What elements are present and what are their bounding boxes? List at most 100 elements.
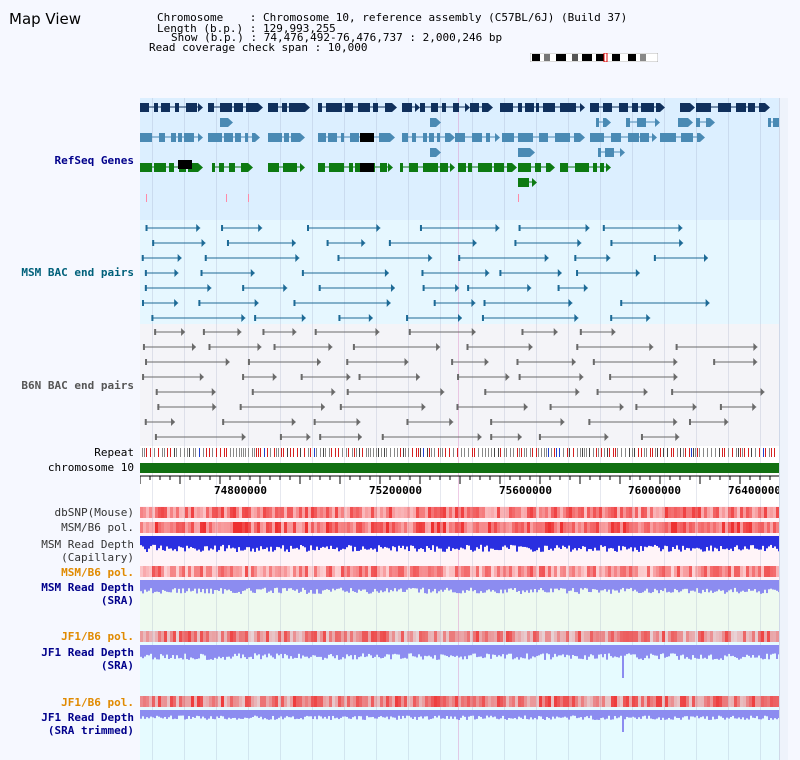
msm-pol-sra-cell	[251, 566, 254, 577]
msm-depth-capillary-bar	[222, 536, 224, 545]
repeat-mark	[354, 448, 355, 457]
msm-pol-sra-cell	[320, 566, 323, 577]
jf1-depth-trimmed-bar	[608, 710, 610, 716]
repeat-mark	[224, 448, 225, 457]
track-label-dbsnp[interactable]: dbSNP(Mouse)	[54, 506, 134, 519]
jf1-pol-trimmed-cell	[209, 696, 212, 707]
track-label-msm-pol[interactable]: MSM/B6 pol.	[61, 521, 134, 534]
gene-exon	[437, 133, 440, 142]
jf1-pol-cell	[473, 631, 476, 642]
jf1-pol-cell	[656, 631, 659, 642]
jf1-depth-sra-bar	[632, 645, 634, 655]
jf1-depth-sra-bar	[422, 645, 424, 660]
jf1-depth-trimmed-bar	[428, 710, 430, 720]
dbsnp-cell	[485, 507, 488, 518]
jf1-depth-trimmed-bar	[404, 710, 406, 719]
msm-depth-capillary-bar	[730, 536, 732, 549]
jf1-depth-sra-bar	[238, 645, 240, 654]
jf1-depth-trimmed-bar	[438, 710, 440, 716]
jf1-depth-trimmed-bar	[202, 710, 204, 717]
jf1-depth-trimmed-bar	[352, 710, 354, 718]
gene-exon	[445, 133, 450, 142]
repeat-mark	[206, 448, 207, 457]
dbsnp-cell	[572, 507, 575, 518]
jf1-depth-trimmed-bar	[658, 710, 660, 718]
dbsnp-cell	[506, 507, 509, 518]
msm-depth-sra-bar	[216, 580, 218, 591]
jf1-depth-trimmed-bar	[720, 710, 722, 717]
msm-depth-capillary-bar	[412, 536, 414, 546]
gene-exon	[345, 103, 353, 112]
repeat-mark	[256, 448, 257, 457]
track-label-msm-pol-sra[interactable]: MSM/B6 pol.	[61, 566, 134, 579]
jf1-pol-cell	[581, 631, 584, 642]
jf1-depth-sra-bar	[260, 645, 262, 660]
track-label-jf1-depth-trimmed[interactable]: JF1 Read Depth (SRA trimmed)	[41, 711, 134, 737]
b6n-bac-pair-end	[592, 359, 595, 365]
jf1-depth-trimmed-bar	[606, 710, 608, 719]
chromosome-ideogram[interactable]	[530, 53, 658, 62]
jf1-depth-sra-bar	[476, 645, 478, 658]
jf1-pol-cell	[269, 631, 272, 642]
msm-depth-capillary-bar	[676, 536, 678, 546]
dbsnp-cell	[440, 507, 443, 518]
track-label-repeat[interactable]: Repeat	[94, 446, 134, 459]
msm-depth-sra-bar	[340, 580, 342, 588]
jf1-depth-sra-bar	[344, 645, 346, 659]
msm-pol-sra-cell	[698, 566, 701, 577]
track-label-jf1-pol[interactable]: JF1/B6 pol.	[61, 630, 134, 643]
jf1-pol-trimmed-cell	[350, 696, 353, 707]
msm-pol-sra-cell	[572, 566, 575, 577]
jf1-pol-cell	[176, 631, 179, 642]
jf1-depth-sra-bar	[354, 645, 356, 655]
track-label-msm-depth-capillary[interactable]: MSM Read Depth (Capillary)	[41, 538, 134, 564]
genome-browser-plot[interactable]: 74800000 75200000 75600000 76000000 7640…	[140, 98, 781, 760]
msm-pol-sra-cell	[647, 566, 650, 577]
track-label-jf1-pol-trimmed[interactable]: JF1/B6 pol.	[61, 696, 134, 709]
track-label-b6n-bac[interactable]: B6N BAC end pairs	[21, 379, 134, 392]
msm-depth-capillary-bar	[578, 536, 580, 549]
track-label-msm-depth-sra[interactable]: MSM Read Depth (SRA)	[41, 581, 134, 607]
vertical-scrollbar[interactable]	[779, 98, 788, 760]
jf1-depth-trimmed-bar	[520, 710, 522, 718]
track-label-refseq[interactable]: RefSeq Genes	[54, 154, 134, 167]
msm-pol-sra-cell	[545, 566, 548, 577]
msm-depth-sra-bar	[762, 580, 764, 594]
b6n-bac-pair-arrow	[477, 433, 482, 441]
msm-pol-sra-cell	[611, 566, 614, 577]
track-label-msm-bac[interactable]: MSM BAC end pairs	[21, 266, 134, 279]
repeat-mark	[260, 448, 261, 457]
gene-strand-arrow	[436, 118, 441, 127]
jf1-depth-sra-bar	[592, 645, 594, 656]
msm-pol-cell	[761, 522, 764, 533]
jf1-pol-cell	[218, 631, 221, 642]
jf1-depth-sra-bar	[666, 645, 668, 657]
jf1-pol-trimmed-cell	[281, 696, 284, 707]
jf1-pol-cell	[635, 631, 638, 642]
msm-pol-sra-cell	[335, 566, 338, 577]
jf1-depth-sra-bar	[318, 645, 320, 657]
msm-depth-sra-bar	[316, 580, 318, 590]
msm-pol-sra-cell	[764, 566, 767, 577]
msm-depth-sra-bar	[726, 580, 728, 593]
jf1-depth-trimmed-bar	[430, 710, 432, 719]
msm-pol-sra-cell	[692, 566, 695, 577]
msm-pol-cell	[443, 522, 446, 533]
msm-depth-capillary-bar	[522, 536, 524, 547]
msm-depth-capillary-bar	[650, 536, 652, 547]
b6n-bac-pair-arrow	[306, 433, 311, 441]
msm-depth-capillary-bar	[484, 536, 486, 547]
jf1-depth-trimmed-bar	[698, 710, 700, 719]
repeat-mark	[634, 448, 635, 457]
gene-marker	[146, 194, 147, 202]
msm-pol-sra-cell	[155, 566, 158, 577]
track-label-jf1-depth-sra[interactable]: JF1 Read Depth (SRA)	[41, 646, 134, 672]
track-label-chromosome[interactable]: chromosome 10	[47, 461, 134, 474]
dbsnp-cell	[602, 507, 605, 518]
jf1-depth-trimmed-bar	[388, 710, 390, 720]
msm-pol-cell	[272, 522, 275, 533]
jf1-pol-trimmed-cell	[452, 696, 455, 707]
jf1-pol-cell	[362, 631, 365, 642]
jf1-pol-trimmed-cell	[590, 696, 593, 707]
jf1-depth-sra-bar	[776, 645, 778, 659]
